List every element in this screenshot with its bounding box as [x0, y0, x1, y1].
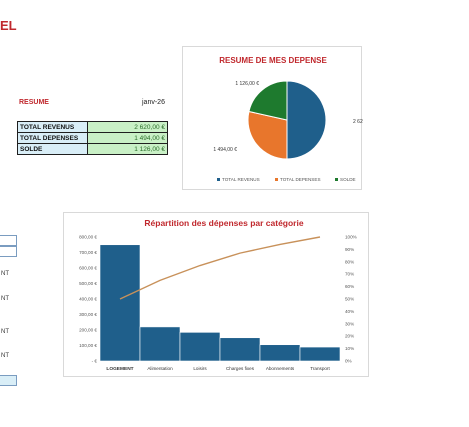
bar[interactable] [99, 244, 141, 362]
pie-slice[interactable] [248, 80, 288, 121]
solde-label[interactable]: SOLDE [17, 143, 88, 155]
table-row: TOTAL DEPENSES 1 494,00 € [17, 132, 168, 144]
strip-text: NT [1, 271, 9, 277]
pie-slice[interactable] [247, 110, 288, 160]
pie-chart-svg: RESUME DE MES DEPENSE 2 620,00 € 1 494,00… [213, 56, 376, 182]
y-tick-label: 400,00 € [79, 297, 97, 302]
pie-chart[interactable]: RESUME DE MES DEPENSE 2 620,00 € 1 494,00… [182, 46, 377, 190]
strip-cell[interactable] [0, 246, 17, 257]
x-tick-label: LOGEMENT [106, 366, 133, 372]
pie-data-label: 1 494,00 € [213, 147, 237, 153]
legend-swatch [275, 178, 278, 181]
y2-tick-label: 40% [345, 309, 354, 314]
pareto-chart[interactable]: Répartition des dépenses par catégorie -… [63, 212, 369, 377]
pareto-chart-svg: Répartition des dépenses par catégorie -… [79, 218, 357, 372]
y2-tick-label: 80% [345, 259, 354, 264]
y-tick-label: - € [92, 359, 98, 364]
sheet-title: EL [0, 18, 17, 33]
strip-text: NT [1, 329, 9, 335]
x-tick-label: Abonnements [266, 366, 295, 371]
pie-data-label: 1 126,00 € [235, 81, 259, 87]
bar[interactable] [259, 344, 301, 362]
y-tick-label: 700,00 € [79, 250, 97, 255]
legend-entry: TOTAL DEPENSES [280, 177, 321, 182]
summary-table: TOTAL REVENUS 2 620,00 € TOTAL DEPENSES … [17, 121, 168, 155]
legend-swatch [335, 178, 338, 181]
pie-chart-title: RESUME DE MES DEPENSE [219, 56, 327, 65]
strip-text: NT [1, 296, 9, 302]
x-tick-label: Loisirs [193, 366, 207, 371]
cumulative-line[interactable] [119, 236, 321, 300]
strip-cell[interactable] [0, 235, 17, 246]
y-tick-label: 500,00 € [79, 281, 97, 286]
y2-tick-label: 90% [345, 247, 354, 252]
x-tick-label: Charges fixes [226, 366, 255, 371]
solde-value[interactable]: 1 126,00 € [87, 143, 168, 155]
table-row: SOLDE 1 126,00 € [17, 143, 168, 155]
y2-tick-label: 10% [345, 346, 354, 351]
table-row: TOTAL REVENUS 2 620,00 € [17, 121, 168, 133]
y2-tick-label: 50% [345, 297, 354, 302]
bar[interactable] [139, 326, 181, 362]
y-tick-label: 200,00 € [79, 328, 97, 333]
bar[interactable] [299, 346, 341, 362]
strip-text: NT [1, 353, 9, 359]
y2-tick-label: 100% [345, 235, 357, 240]
pareto-chart-title: Répartition des dépenses par catégorie [144, 218, 303, 228]
y-tick-label: 100,00 € [79, 343, 97, 348]
total-depenses-label[interactable]: TOTAL DEPENSES [17, 132, 88, 144]
y2-tick-label: 0% [345, 359, 352, 364]
legend-entry: TOTAL REVENUS [222, 177, 260, 182]
x-tick-label: Transport [310, 366, 330, 371]
total-depenses-value[interactable]: 1 494,00 € [87, 132, 168, 144]
pie-slice[interactable] [286, 80, 327, 160]
legend-entry: SOLDE [340, 177, 356, 182]
y-tick-label: 300,00 € [79, 312, 97, 317]
pie-data-label: 2 620,00 € [353, 119, 363, 125]
y-tick-label: 600,00 € [79, 266, 97, 271]
strip-cell[interactable] [0, 375, 17, 386]
y2-tick-label: 30% [345, 321, 354, 326]
y2-tick-label: 60% [345, 284, 354, 289]
total-revenus-label[interactable]: TOTAL REVENUS [17, 121, 88, 133]
legend-swatch [217, 178, 220, 181]
bar[interactable] [219, 337, 261, 362]
total-revenus-value[interactable]: 2 620,00 € [87, 121, 168, 133]
y-tick-label: 800,00 € [79, 235, 97, 240]
bar[interactable] [179, 332, 221, 362]
resume-date-cell[interactable]: janv-26 [142, 99, 165, 106]
y2-tick-label: 20% [345, 334, 354, 339]
y2-tick-label: 70% [345, 272, 354, 277]
resume-label: RESUME [19, 99, 49, 106]
x-tick-label: Alimentation [147, 366, 173, 371]
